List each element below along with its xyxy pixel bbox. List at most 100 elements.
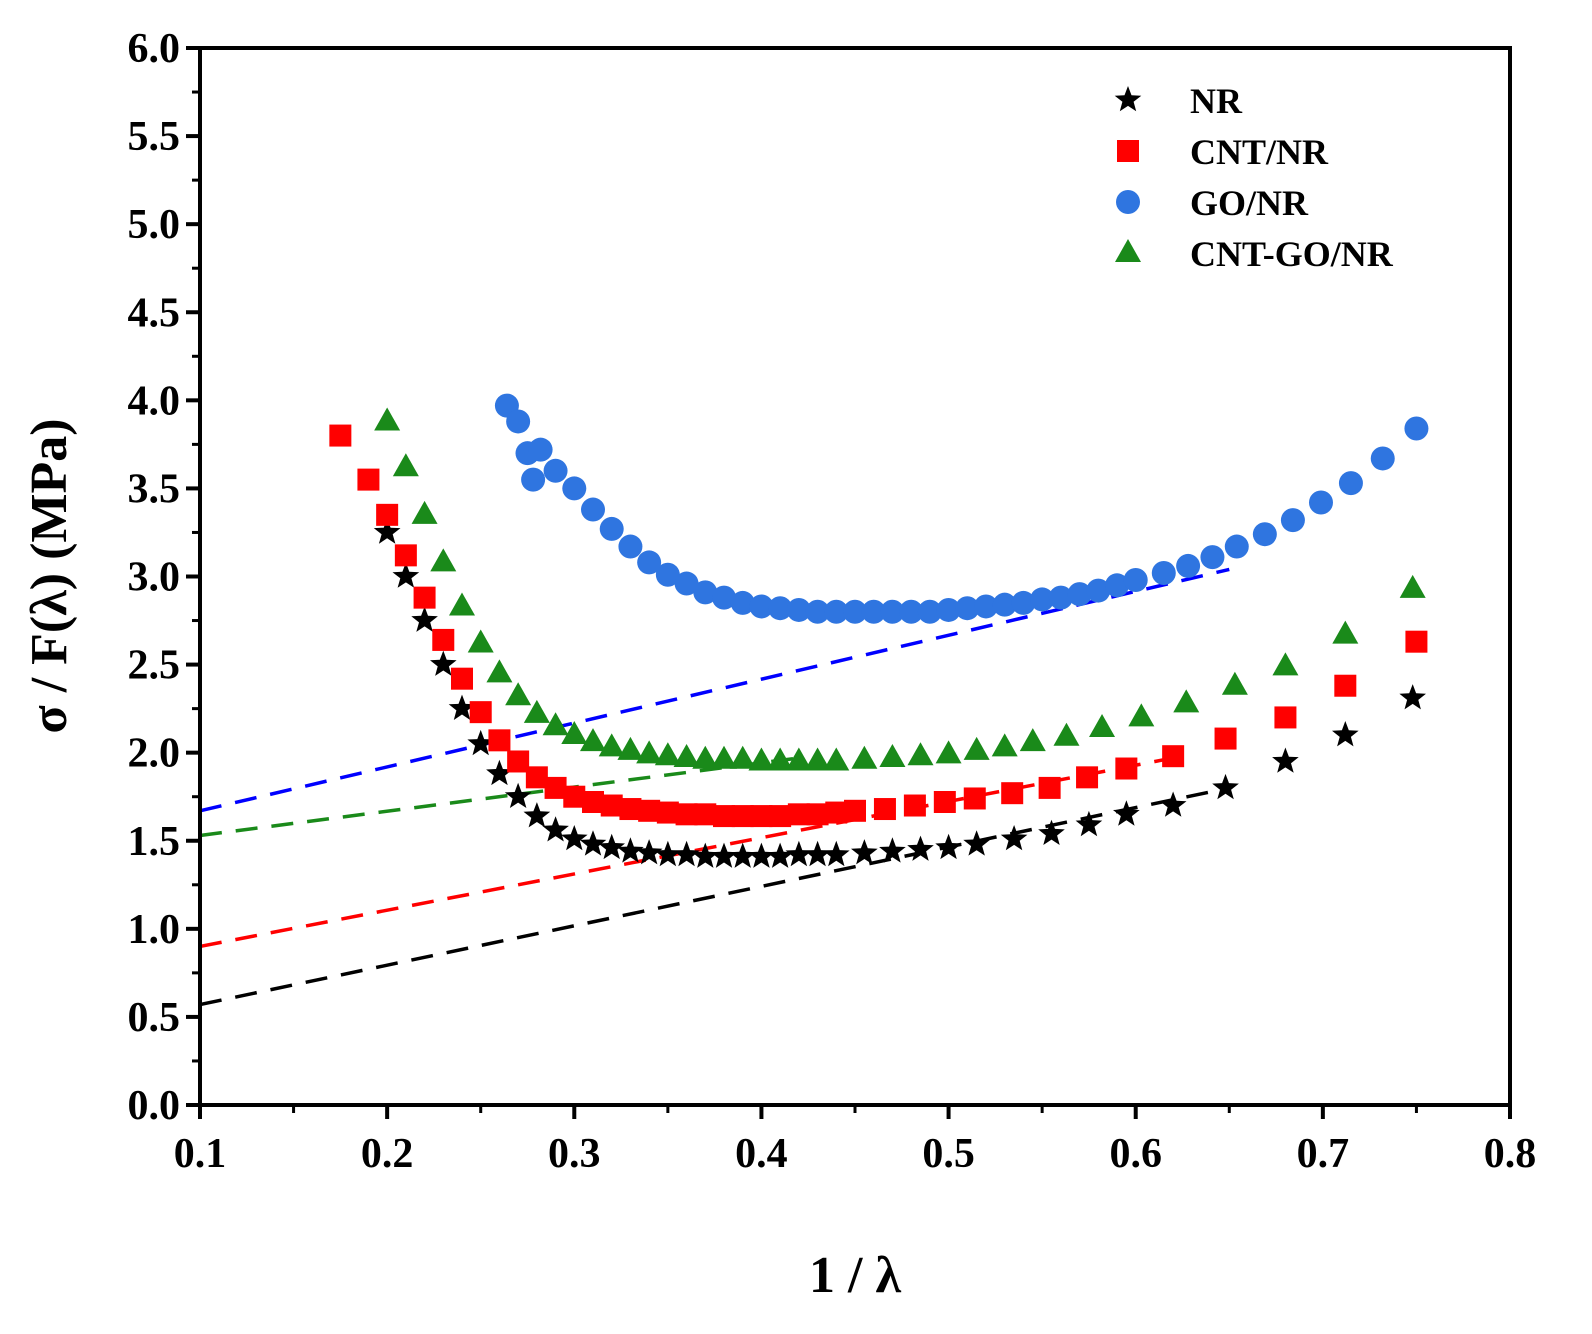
data-point-cnt-nr bbox=[394, 544, 417, 567]
data-point-go-nr bbox=[1048, 585, 1073, 610]
data-point-go-nr bbox=[674, 571, 699, 596]
data-point-cnt-nr bbox=[750, 805, 773, 828]
data-point-nr bbox=[692, 842, 719, 868]
data-point-cnt-nr bbox=[329, 424, 352, 447]
data-point-nr bbox=[1332, 721, 1359, 747]
data-point-nr bbox=[879, 837, 906, 863]
data-point-go-nr bbox=[1086, 578, 1111, 603]
data-point-cnt-nr bbox=[619, 798, 642, 821]
data-point-cnt-go-nr bbox=[580, 728, 606, 752]
data-point-cnt-go-nr bbox=[598, 733, 625, 757]
y-tick-label: 0.0 bbox=[128, 1083, 181, 1129]
data-point-nr bbox=[561, 825, 588, 851]
data-point-cnt-nr bbox=[844, 799, 866, 822]
data-point-nr bbox=[851, 839, 878, 865]
y-tick-label: 2.5 bbox=[128, 643, 181, 689]
data-point-nr bbox=[1113, 800, 1140, 826]
data-point-cnt-nr bbox=[963, 787, 986, 810]
data-point-go-nr bbox=[899, 599, 924, 624]
data-point-nr bbox=[935, 833, 962, 860]
data-point-cnt-nr bbox=[769, 805, 792, 828]
data-point-nr bbox=[1075, 810, 1103, 837]
series-nr bbox=[373, 518, 1426, 868]
data-point-cnt-nr bbox=[525, 766, 548, 789]
fit-line-go-nr bbox=[199, 567, 1230, 813]
data-point-nr bbox=[823, 840, 850, 867]
data-point-go-nr bbox=[1338, 471, 1363, 496]
data-points bbox=[329, 393, 1429, 868]
data-point-go-nr bbox=[1200, 545, 1225, 570]
data-point-go-nr bbox=[599, 516, 624, 541]
legend-label-cnt-nr: CNT/NR bbox=[1190, 132, 1329, 172]
y-tick-label: 2.0 bbox=[128, 731, 181, 777]
data-point-go-nr bbox=[843, 599, 867, 624]
data-point-cnt-go-nr bbox=[692, 745, 719, 769]
data-point-go-nr bbox=[1404, 416, 1429, 441]
plot-area-frame bbox=[198, 46, 1512, 1107]
x-tick-label: 0.3 bbox=[548, 1131, 601, 1177]
y-tick-label: 3.5 bbox=[128, 466, 181, 512]
data-point-nr bbox=[598, 833, 625, 860]
data-point-cnt-nr bbox=[507, 750, 530, 773]
data-point-cnt-go-nr bbox=[907, 742, 934, 766]
data-point-cnt-go-nr bbox=[673, 743, 700, 767]
data-point-go-nr bbox=[562, 476, 587, 501]
y-tick-label: 0.5 bbox=[128, 995, 181, 1041]
data-point-nr bbox=[635, 839, 663, 865]
data-point-go-nr bbox=[955, 596, 980, 621]
data-point-cnt-nr bbox=[544, 776, 567, 799]
data-point-go-nr bbox=[637, 550, 662, 575]
data-point-go-nr bbox=[1176, 553, 1201, 578]
data-point-nr bbox=[1212, 773, 1239, 800]
data-point-go-nr bbox=[768, 596, 793, 621]
data-point-go-nr bbox=[824, 599, 849, 624]
data-point-nr bbox=[907, 835, 934, 861]
data-point-cnt-go-nr bbox=[991, 733, 1018, 757]
data-point-cnt-go-nr bbox=[561, 721, 588, 745]
data-point-cnt-go-nr bbox=[505, 682, 532, 706]
data-point-cnt-go-nr bbox=[1221, 671, 1248, 695]
x-tick-label: 0.1 bbox=[174, 1131, 227, 1177]
data-point-cnt-nr bbox=[1001, 782, 1024, 805]
x-tick-label: 0.2 bbox=[361, 1131, 414, 1177]
data-point-nr bbox=[1272, 747, 1299, 773]
data-point-cnt-nr bbox=[1405, 630, 1428, 653]
axes: 0.1 0.2 0.3 0.4 0.5 0.6 0.7 0.8 0.0 0.5 1.0 1.5 2.0 2… bbox=[128, 26, 1537, 1177]
fit-lines bbox=[199, 567, 1230, 1007]
x-tick-label: 0.4 bbox=[735, 1131, 788, 1177]
series-cnt-go-nr bbox=[374, 407, 1426, 771]
data-point-go-nr bbox=[730, 590, 755, 615]
data-point-go-nr bbox=[1105, 573, 1129, 598]
data-point-nr bbox=[766, 842, 794, 868]
data-point-go-nr bbox=[506, 409, 531, 434]
y-tick-label: 1.5 bbox=[128, 819, 181, 865]
legend-label-nr: NR bbox=[1190, 81, 1243, 121]
data-point-cnt-nr bbox=[1038, 776, 1061, 799]
data-point-go-nr bbox=[1030, 587, 1055, 612]
data-point-cnt-go-nr bbox=[851, 745, 878, 769]
data-point-cnt-nr bbox=[731, 805, 754, 828]
data-point-cnt-go-nr bbox=[879, 743, 906, 767]
data-point-cnt-nr bbox=[600, 794, 623, 817]
data-point-cnt-go-nr bbox=[963, 736, 990, 760]
series-go-nr bbox=[494, 393, 1429, 624]
data-point-cnt-nr bbox=[1162, 745, 1185, 768]
y-axis-title: σ / F(λ) (MPa) bbox=[21, 418, 78, 733]
data-point-cnt-nr bbox=[488, 729, 511, 752]
data-point-go-nr bbox=[1151, 560, 1176, 585]
data-point-cnt-go-nr bbox=[449, 592, 475, 616]
data-point-go-nr bbox=[1123, 568, 1148, 593]
data-point-cnt-go-nr bbox=[411, 500, 438, 524]
data-point-go-nr bbox=[1370, 446, 1395, 471]
data-point-cnt-nr bbox=[451, 667, 473, 690]
data-point-nr bbox=[542, 816, 569, 842]
data-point-go-nr bbox=[1067, 582, 1092, 607]
data-point-go-nr bbox=[786, 597, 811, 622]
data-point-nr bbox=[729, 842, 756, 868]
data-point-go-nr bbox=[1224, 534, 1249, 559]
data-point-cnt-nr bbox=[469, 701, 492, 724]
data-point-nr bbox=[1399, 684, 1426, 710]
data-point-cnt-nr bbox=[1076, 766, 1099, 789]
data-point-cnt-go-nr bbox=[617, 736, 644, 760]
data-point-cnt-go-nr bbox=[935, 740, 962, 764]
